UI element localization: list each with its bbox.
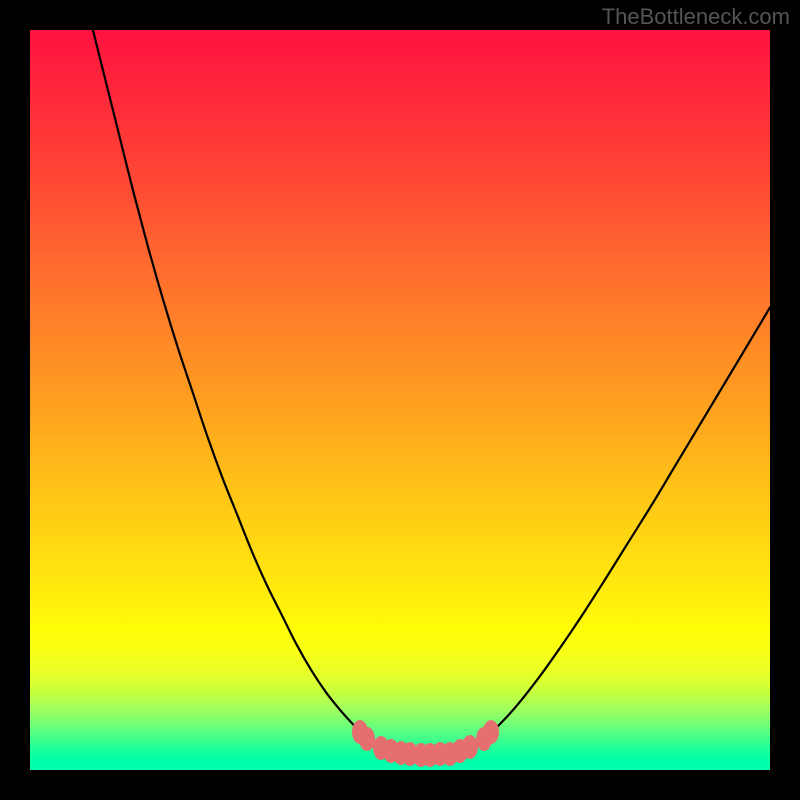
- curve-marker: [483, 720, 499, 744]
- plot-area: [30, 30, 770, 770]
- watermark-text: TheBottleneck.com: [602, 4, 790, 30]
- chart-container: TheBottleneck.com: [0, 0, 800, 800]
- markers-layer: [30, 30, 770, 770]
